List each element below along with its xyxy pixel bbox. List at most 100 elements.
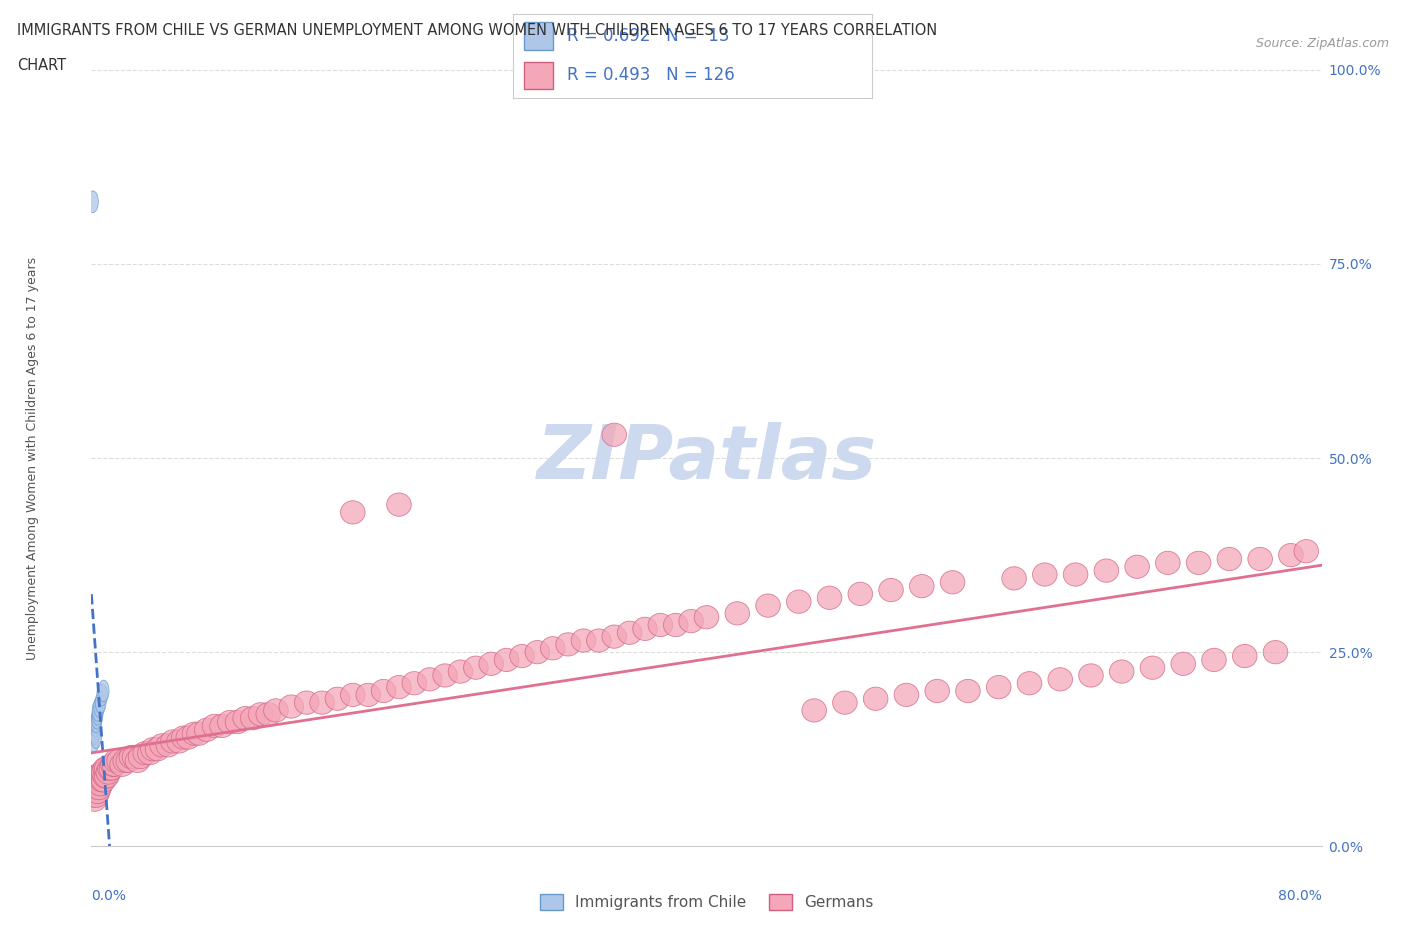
Ellipse shape xyxy=(104,750,128,773)
Ellipse shape xyxy=(141,737,166,761)
Text: R = 0.692   N =  13: R = 0.692 N = 13 xyxy=(567,27,730,46)
Text: 80.0%: 80.0% xyxy=(1278,889,1322,903)
Ellipse shape xyxy=(97,684,107,706)
Ellipse shape xyxy=(80,784,105,807)
Ellipse shape xyxy=(256,703,281,726)
Ellipse shape xyxy=(89,773,112,796)
Ellipse shape xyxy=(1171,652,1195,675)
Ellipse shape xyxy=(1017,671,1042,695)
Text: R = 0.493   N = 126: R = 0.493 N = 126 xyxy=(567,66,735,84)
Ellipse shape xyxy=(209,714,235,737)
Text: Unemployment Among Women with Children Ages 6 to 17 years: Unemployment Among Women with Children A… xyxy=(25,257,39,659)
Ellipse shape xyxy=(1109,660,1135,684)
Ellipse shape xyxy=(1294,539,1319,563)
Ellipse shape xyxy=(94,764,120,788)
Ellipse shape xyxy=(90,761,114,784)
Ellipse shape xyxy=(86,780,110,804)
Ellipse shape xyxy=(233,707,257,730)
Ellipse shape xyxy=(555,632,581,656)
Ellipse shape xyxy=(172,726,195,750)
Ellipse shape xyxy=(801,698,827,722)
Ellipse shape xyxy=(1140,656,1164,679)
Ellipse shape xyxy=(89,723,100,745)
Ellipse shape xyxy=(879,578,903,602)
Ellipse shape xyxy=(93,764,118,788)
Ellipse shape xyxy=(1187,551,1211,575)
Ellipse shape xyxy=(1001,566,1026,590)
Ellipse shape xyxy=(82,773,107,796)
Ellipse shape xyxy=(294,691,319,714)
Ellipse shape xyxy=(120,745,143,768)
Ellipse shape xyxy=(586,629,612,652)
Ellipse shape xyxy=(340,500,366,524)
Ellipse shape xyxy=(633,618,657,641)
Ellipse shape xyxy=(84,764,108,788)
Ellipse shape xyxy=(1032,563,1057,586)
Ellipse shape xyxy=(602,625,627,648)
FancyBboxPatch shape xyxy=(524,61,553,89)
Ellipse shape xyxy=(218,711,242,734)
Ellipse shape xyxy=(1249,548,1272,571)
Ellipse shape xyxy=(1125,555,1150,578)
Ellipse shape xyxy=(86,773,110,796)
Ellipse shape xyxy=(433,664,457,687)
Ellipse shape xyxy=(93,757,118,780)
Ellipse shape xyxy=(97,757,122,780)
Ellipse shape xyxy=(910,575,934,598)
Ellipse shape xyxy=(387,675,412,698)
Ellipse shape xyxy=(540,637,565,660)
Ellipse shape xyxy=(571,629,596,652)
Ellipse shape xyxy=(340,684,366,707)
Ellipse shape xyxy=(91,708,103,729)
Ellipse shape xyxy=(87,191,98,213)
Ellipse shape xyxy=(1233,644,1257,668)
Ellipse shape xyxy=(145,737,170,761)
Ellipse shape xyxy=(167,730,191,753)
Ellipse shape xyxy=(87,777,111,800)
Ellipse shape xyxy=(90,711,101,733)
Ellipse shape xyxy=(101,753,125,777)
Ellipse shape xyxy=(112,750,138,773)
Ellipse shape xyxy=(110,753,135,777)
Ellipse shape xyxy=(84,784,108,807)
Ellipse shape xyxy=(94,696,104,717)
Ellipse shape xyxy=(356,684,381,707)
Ellipse shape xyxy=(82,788,107,811)
Ellipse shape xyxy=(602,423,627,446)
Ellipse shape xyxy=(464,656,488,679)
Ellipse shape xyxy=(134,741,157,764)
Ellipse shape xyxy=(387,493,412,516)
Ellipse shape xyxy=(1078,664,1104,687)
Ellipse shape xyxy=(325,687,350,711)
Ellipse shape xyxy=(90,768,114,792)
Ellipse shape xyxy=(894,684,918,707)
Ellipse shape xyxy=(479,652,503,675)
Text: IMMIGRANTS FROM CHILE VS GERMAN UNEMPLOYMENT AMONG WOMEN WITH CHILDREN AGES 6 TO: IMMIGRANTS FROM CHILE VS GERMAN UNEMPLOY… xyxy=(17,23,938,38)
Ellipse shape xyxy=(128,745,153,768)
Ellipse shape xyxy=(86,768,110,792)
Ellipse shape xyxy=(263,698,288,722)
Ellipse shape xyxy=(941,571,965,594)
Ellipse shape xyxy=(89,764,112,788)
Ellipse shape xyxy=(1278,543,1303,566)
Ellipse shape xyxy=(756,594,780,618)
Ellipse shape xyxy=(817,586,842,609)
Ellipse shape xyxy=(495,648,519,671)
Text: 0.0%: 0.0% xyxy=(91,889,127,903)
Ellipse shape xyxy=(138,741,162,764)
Ellipse shape xyxy=(987,675,1011,698)
Ellipse shape xyxy=(90,715,101,737)
Ellipse shape xyxy=(956,679,980,703)
Ellipse shape xyxy=(648,614,672,637)
Ellipse shape xyxy=(194,718,219,741)
Ellipse shape xyxy=(93,699,103,722)
Ellipse shape xyxy=(91,768,117,792)
Ellipse shape xyxy=(725,602,749,625)
Ellipse shape xyxy=(90,726,101,749)
Ellipse shape xyxy=(249,703,273,726)
Ellipse shape xyxy=(80,777,105,800)
Ellipse shape xyxy=(94,757,120,780)
Ellipse shape xyxy=(848,582,873,605)
Ellipse shape xyxy=(309,691,335,714)
Ellipse shape xyxy=(160,730,186,753)
